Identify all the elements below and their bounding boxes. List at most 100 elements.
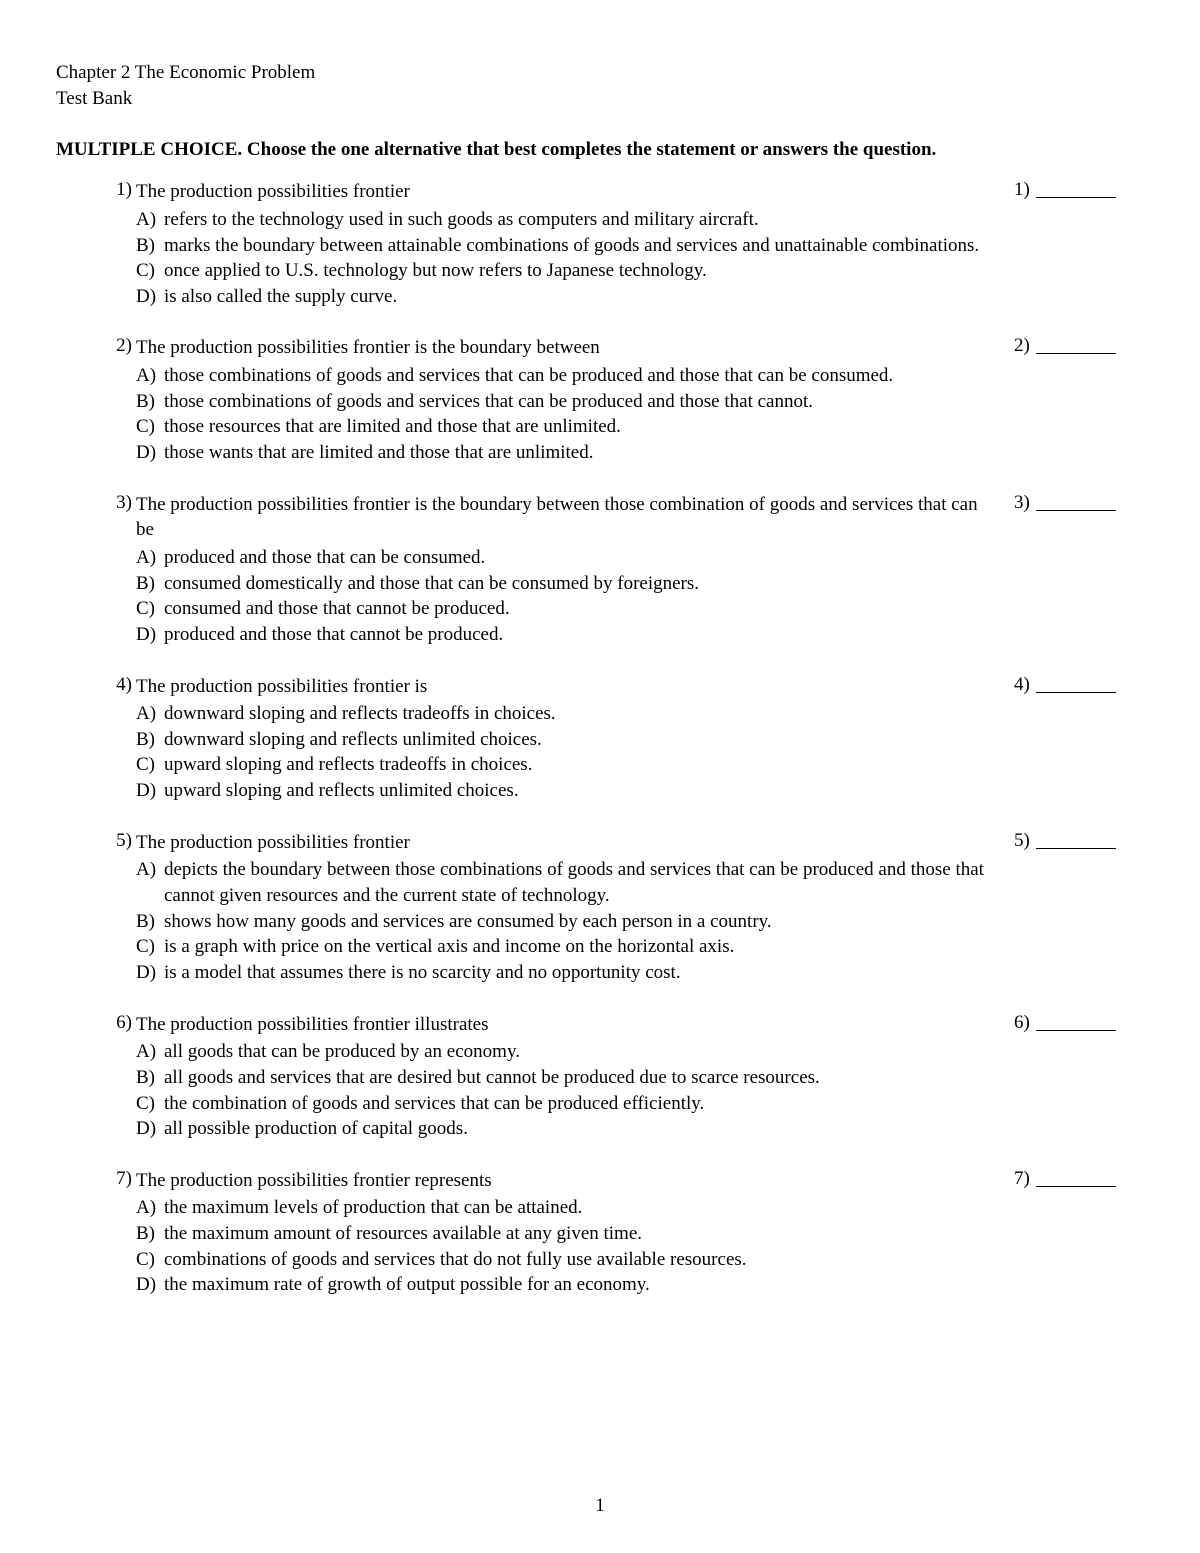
choice-row: C)combinations of goods and services tha… xyxy=(136,1247,1144,1273)
question-row: 4)The production possibilities frontier … xyxy=(104,674,1144,700)
answer-slot: 2) xyxy=(1014,335,1144,357)
choice-letter: C) xyxy=(136,596,164,622)
question-block: 1)The production possibilities frontier1… xyxy=(104,179,1144,309)
choice-row: B)downward sloping and reflects unlimite… xyxy=(136,727,1144,753)
answer-slot-number: 4) xyxy=(1014,674,1036,696)
question-number: 6) xyxy=(104,1012,136,1034)
choice-text: all goods that can be produced by an eco… xyxy=(164,1039,1144,1065)
question-number: 7) xyxy=(104,1168,136,1190)
question-stem-wrap: The production possibilities frontier is xyxy=(136,674,1014,700)
choices-list: A)depicts the boundary between those com… xyxy=(136,857,1144,985)
choices-list: A)downward sloping and reflects tradeoff… xyxy=(136,701,1144,804)
choice-letter: D) xyxy=(136,440,164,466)
answer-blank[interactable] xyxy=(1036,492,1116,511)
choice-letter: A) xyxy=(136,545,164,571)
question-number: 3) xyxy=(104,492,136,514)
choice-text: depicts the boundary between those combi… xyxy=(164,857,1144,908)
choice-letter: A) xyxy=(136,857,164,908)
choice-row: B)marks the boundary between attainable … xyxy=(136,233,1144,259)
answer-blank[interactable] xyxy=(1036,1012,1116,1031)
choice-letter: B) xyxy=(136,233,164,259)
choice-row: A)refers to the technology used in such … xyxy=(136,207,1144,233)
question-number: 2) xyxy=(104,335,136,357)
choice-row: C)is a graph with price on the vertical … xyxy=(136,934,1144,960)
choice-row: A)the maximum levels of production that … xyxy=(136,1195,1144,1221)
choices-list: A)all goods that can be produced by an e… xyxy=(136,1039,1144,1142)
choice-text: consumed and those that cannot be produc… xyxy=(164,596,1144,622)
question-stem: The production possibilities frontier il… xyxy=(136,1012,998,1038)
question-number: 5) xyxy=(104,830,136,852)
choices-list: A)the maximum levels of production that … xyxy=(136,1195,1144,1298)
choice-text: those combinations of goods and services… xyxy=(164,363,1144,389)
choice-row: A)all goods that can be produced by an e… xyxy=(136,1039,1144,1065)
choice-letter: D) xyxy=(136,622,164,648)
answer-slot: 6) xyxy=(1014,1012,1144,1034)
choice-text: is a graph with price on the vertical ax… xyxy=(164,934,1144,960)
answer-blank[interactable] xyxy=(1036,674,1116,693)
choice-text: shows how many goods and services are co… xyxy=(164,909,1144,935)
choice-row: B)shows how many goods and services are … xyxy=(136,909,1144,935)
question-number: 1) xyxy=(104,179,136,201)
choice-letter: C) xyxy=(136,1091,164,1117)
question-stem-wrap: The production possibilities frontier is… xyxy=(136,492,1014,543)
question-stem: The production possibilities frontier is… xyxy=(136,335,998,361)
answer-slot: 1) xyxy=(1014,179,1144,201)
question-row: 1)The production possibilities frontier1… xyxy=(104,179,1144,205)
choice-row: B)all goods and services that are desire… xyxy=(136,1065,1144,1091)
answer-slot-number: 6) xyxy=(1014,1012,1036,1034)
question-block: 5)The production possibilities frontier5… xyxy=(104,830,1144,986)
choice-row: C)upward sloping and reflects tradeoffs … xyxy=(136,752,1144,778)
choice-letter: D) xyxy=(136,960,164,986)
choice-letter: C) xyxy=(136,1247,164,1273)
choice-letter: C) xyxy=(136,934,164,960)
answer-blank[interactable] xyxy=(1036,830,1116,849)
question-stem: The production possibilities frontier is… xyxy=(136,492,998,543)
choice-row: D)produced and those that cannot be prod… xyxy=(136,622,1144,648)
choice-text: all possible production of capital goods… xyxy=(164,1116,1144,1142)
answer-slot: 4) xyxy=(1014,674,1144,696)
answer-blank[interactable] xyxy=(1036,1168,1116,1187)
choice-row: D)those wants that are limited and those… xyxy=(136,440,1144,466)
choice-letter: B) xyxy=(136,727,164,753)
choice-letter: C) xyxy=(136,414,164,440)
question-block: 4)The production possibilities frontier … xyxy=(104,674,1144,804)
question-row: 2)The production possibilities frontier … xyxy=(104,335,1144,361)
choice-letter: B) xyxy=(136,1221,164,1247)
question-stem-wrap: The production possibilities frontier xyxy=(136,830,1014,856)
answer-slot-number: 2) xyxy=(1014,335,1036,357)
answer-slot: 7) xyxy=(1014,1168,1144,1190)
question-stem-wrap: The production possibilities frontier re… xyxy=(136,1168,1014,1194)
choice-row: D)the maximum rate of growth of output p… xyxy=(136,1272,1144,1298)
choice-row: B)the maximum amount of resources availa… xyxy=(136,1221,1144,1247)
choices-list: A)produced and those that can be consume… xyxy=(136,545,1144,648)
choice-letter: B) xyxy=(136,909,164,935)
choice-text: marks the boundary between attainable co… xyxy=(164,233,1144,259)
choices-list: A)refers to the technology used in such … xyxy=(136,207,1144,310)
choice-row: B)those combinations of goods and servic… xyxy=(136,389,1144,415)
page-number: 1 xyxy=(0,1495,1200,1517)
choice-letter: D) xyxy=(136,1272,164,1298)
question-number: 4) xyxy=(104,674,136,696)
choice-text: those resources that are limited and tho… xyxy=(164,414,1144,440)
choice-letter: A) xyxy=(136,363,164,389)
question-stem: The production possibilities frontier xyxy=(136,830,998,856)
choice-row: C)the combination of goods and services … xyxy=(136,1091,1144,1117)
choice-letter: D) xyxy=(136,284,164,310)
choice-text: all goods and services that are desired … xyxy=(164,1065,1144,1091)
choice-letter: B) xyxy=(136,571,164,597)
choices-list: A)those combinations of goods and servic… xyxy=(136,363,1144,466)
choice-row: D)upward sloping and reflects unlimited … xyxy=(136,778,1144,804)
choice-letter: A) xyxy=(136,701,164,727)
choice-text: the maximum amount of resources availabl… xyxy=(164,1221,1144,1247)
choice-text: produced and those that cannot be produc… xyxy=(164,622,1144,648)
choice-text: refers to the technology used in such go… xyxy=(164,207,1144,233)
answer-blank[interactable] xyxy=(1036,179,1116,198)
answer-blank[interactable] xyxy=(1036,335,1116,354)
question-row: 6)The production possibilities frontier … xyxy=(104,1012,1144,1038)
answer-slot-number: 3) xyxy=(1014,492,1036,514)
question-block: 2)The production possibilities frontier … xyxy=(104,335,1144,465)
choice-text: once applied to U.S. technology but now … xyxy=(164,258,1144,284)
choice-text: upward sloping and reflects unlimited ch… xyxy=(164,778,1144,804)
choice-row: A)depicts the boundary between those com… xyxy=(136,857,1144,908)
choice-text: combinations of goods and services that … xyxy=(164,1247,1144,1273)
